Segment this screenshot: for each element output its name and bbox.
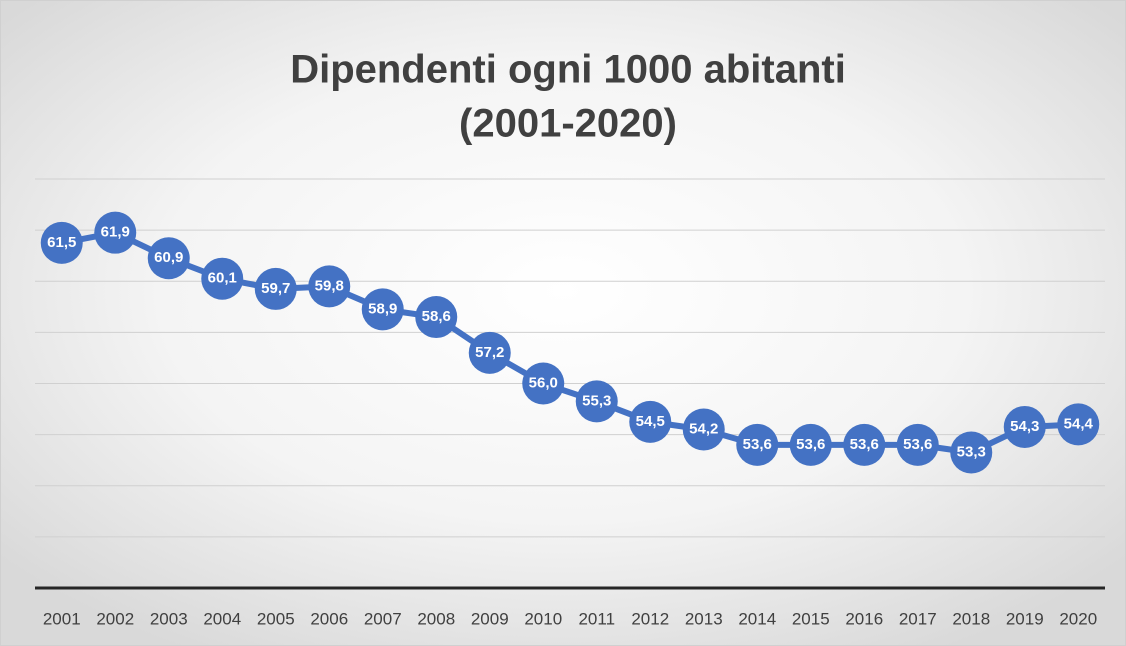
- marker: [468, 331, 511, 374]
- data-label: 54,3: [1010, 418, 1039, 435]
- marker: [896, 423, 939, 466]
- marker: [736, 423, 779, 466]
- marker: [789, 423, 832, 466]
- chart-title: Dipendenti ogni 1000 abitanti: [290, 48, 846, 92]
- data-label: 55,3: [582, 392, 611, 409]
- x-tick-label: 2014: [738, 609, 776, 628]
- marker: [361, 288, 404, 331]
- x-tick-label: 2008: [417, 609, 455, 628]
- x-tick-label: 2003: [150, 609, 188, 628]
- chart-title: (2001-2020): [459, 102, 677, 146]
- x-tick-label: 2011: [578, 609, 615, 628]
- data-label: 56,0: [529, 374, 558, 391]
- marker: [1003, 405, 1046, 448]
- marker: [1057, 403, 1100, 446]
- data-label: 59,8: [315, 277, 344, 294]
- x-tick-label: 2015: [792, 609, 830, 628]
- x-tick-label: 2004: [203, 609, 241, 628]
- marker: [843, 423, 886, 466]
- data-label: 58,9: [368, 300, 397, 317]
- data-label: 60,1: [208, 270, 237, 287]
- marker: [415, 296, 458, 339]
- x-tick-label: 2009: [471, 609, 509, 628]
- x-tick-label: 2012: [631, 609, 669, 628]
- marker: [682, 408, 725, 451]
- x-tick-label: 2002: [96, 609, 134, 628]
- data-label: 53,3: [957, 443, 986, 460]
- marker: [950, 431, 993, 474]
- x-tick-label: 2016: [845, 609, 883, 628]
- data-label: 54,2: [689, 420, 718, 437]
- x-tick-label: 2018: [952, 609, 990, 628]
- x-tick-label: 2020: [1059, 609, 1097, 628]
- marker: [201, 257, 244, 300]
- marker: [40, 221, 83, 264]
- data-label: 61,5: [47, 234, 76, 251]
- marker: [522, 362, 565, 405]
- x-tick-label: 2001: [43, 609, 81, 628]
- data-label: 53,6: [903, 436, 932, 453]
- data-label: 54,5: [636, 413, 665, 430]
- data-label: 53,6: [743, 436, 772, 453]
- marker: [254, 267, 297, 310]
- x-tick-label: 2017: [899, 609, 937, 628]
- marker: [147, 237, 190, 280]
- marker: [629, 400, 672, 443]
- data-label: 53,6: [850, 436, 879, 453]
- x-tick-label: 2019: [1006, 609, 1044, 628]
- marker: [94, 211, 137, 254]
- data-label: 54,4: [1064, 415, 1094, 432]
- x-tick-label: 2006: [310, 609, 348, 628]
- x-tick-label: 2013: [685, 609, 723, 628]
- marker: [308, 265, 351, 308]
- data-label: 60,9: [154, 249, 183, 266]
- data-label: 57,2: [475, 344, 504, 361]
- data-label: 58,6: [422, 308, 451, 325]
- x-tick-label: 2007: [364, 609, 402, 628]
- data-label: 53,6: [796, 436, 825, 453]
- data-label: 59,7: [261, 280, 290, 297]
- x-tick-label: 2005: [257, 609, 295, 628]
- data-label: 61,9: [101, 224, 130, 241]
- marker: [575, 380, 618, 423]
- x-tick-label: 2010: [524, 609, 562, 628]
